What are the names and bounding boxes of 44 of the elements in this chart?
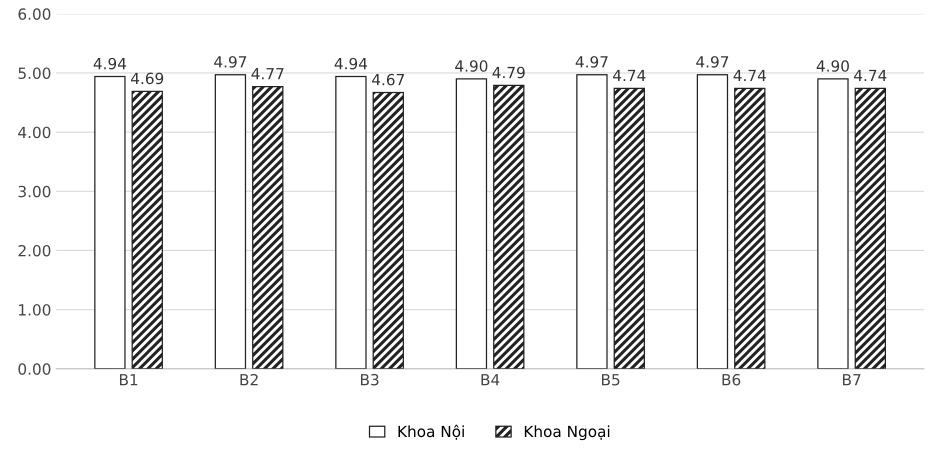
bar [456, 78, 488, 369]
x-tick-label: B6 [722, 374, 740, 386]
y-tick-label: 0.00 [18, 363, 50, 375]
y-tick-label: 5.00 [18, 67, 50, 80]
data-label: 4.74 [854, 70, 886, 82]
x-tick-label: B2 [240, 374, 258, 386]
data-label: 4.90 [816, 60, 849, 72]
bar [854, 88, 886, 369]
data-label: 4.77 [252, 68, 284, 80]
legend-label: Khoa Ngoại [524, 425, 610, 440]
bar [696, 74, 728, 369]
data-label: 4.69 [131, 72, 164, 84]
data-label: 4.94 [94, 58, 126, 70]
x-tick-label: B4 [482, 374, 500, 386]
data-label: 4.97 [696, 56, 728, 68]
x-tick-label: B3 [360, 374, 378, 386]
bar [214, 74, 246, 369]
y-tick-label: 1.00 [19, 304, 50, 316]
data-label: 4.94 [334, 58, 368, 70]
bar [493, 84, 524, 369]
x-tick-label: B5 [602, 374, 620, 386]
y-tick-label: 4.00 [18, 126, 50, 138]
y-tick-label: 2.00 [18, 244, 50, 256]
data-label: 4.97 [576, 56, 608, 68]
x-tick-label: B7 [843, 374, 860, 386]
bar [132, 90, 163, 369]
bar [252, 86, 284, 369]
bar [576, 74, 608, 369]
bar [734, 88, 766, 369]
data-label: 4.74 [613, 70, 646, 82]
bar [94, 76, 126, 369]
bar [817, 78, 849, 369]
data-label: 4.74 [734, 70, 766, 82]
x-tick-label: B1 [120, 374, 138, 386]
data-label: 4.97 [214, 56, 246, 68]
bar [335, 76, 367, 369]
data-label: 4.79 [492, 66, 525, 78]
y-tick-label: 6.00 [18, 8, 50, 20]
bar [372, 92, 404, 369]
bar [614, 88, 645, 369]
legend-label: Khoa Nội [398, 424, 464, 440]
data-label: 4.90 [455, 60, 488, 72]
y-tick-label: 3.00 [18, 186, 50, 198]
data-label: 4.67 [372, 74, 404, 86]
